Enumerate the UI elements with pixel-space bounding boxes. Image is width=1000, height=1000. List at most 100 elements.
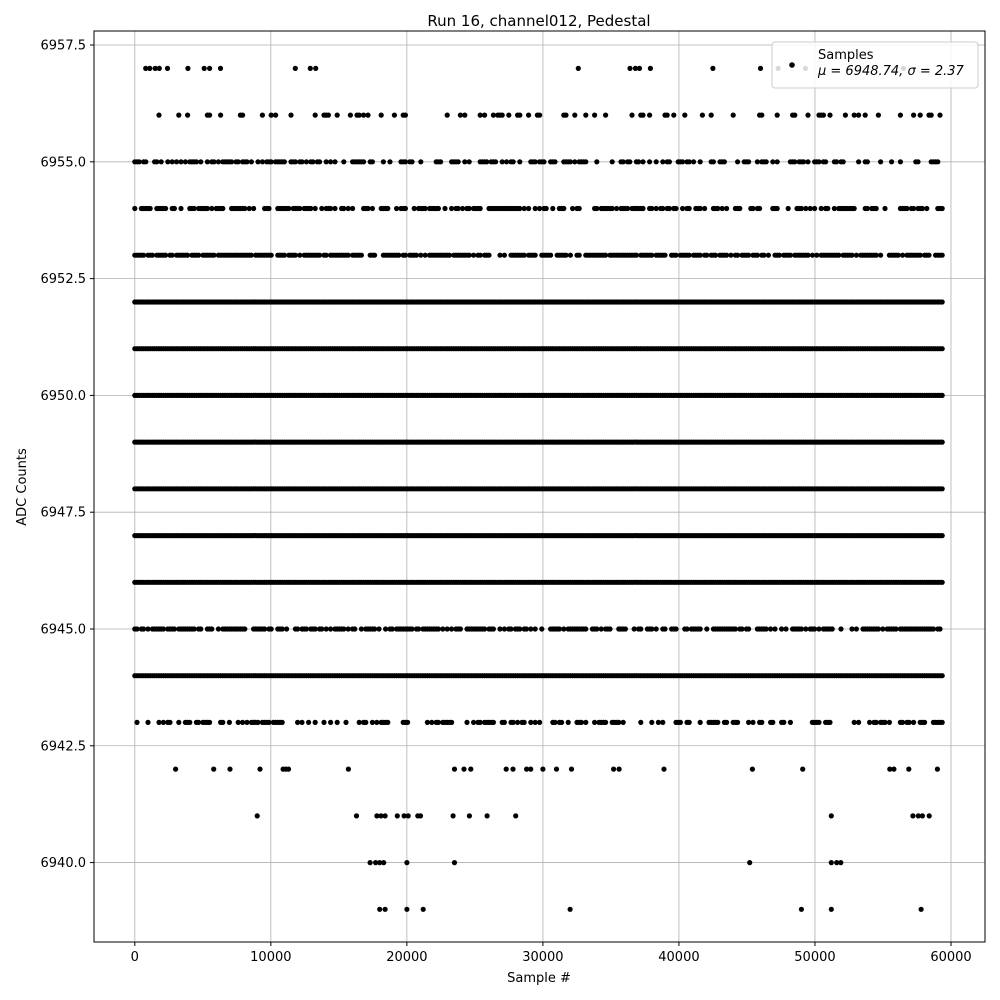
sample-point xyxy=(576,205,582,212)
sample-point xyxy=(583,626,589,632)
sample-point xyxy=(503,766,509,772)
sample-point xyxy=(765,252,772,258)
sample-point xyxy=(517,205,523,212)
sample-point xyxy=(226,719,232,726)
x-tick-label: 0 xyxy=(131,950,139,965)
sample-point xyxy=(754,159,761,165)
y-tick-label: 6945.0 xyxy=(41,622,87,637)
sample-point xyxy=(156,719,162,726)
sample-point xyxy=(141,252,147,258)
sample-point xyxy=(255,159,261,165)
sample-point xyxy=(805,159,811,165)
sample-point xyxy=(374,719,380,726)
sample-point xyxy=(248,252,254,258)
sample-point xyxy=(369,719,375,726)
sample-point xyxy=(603,252,609,258)
sample-point xyxy=(404,906,410,912)
sample-point xyxy=(515,719,521,726)
sample-point xyxy=(182,159,188,165)
sample-point xyxy=(486,252,492,258)
sample-point xyxy=(543,205,549,212)
sample-point xyxy=(444,112,450,118)
sample-point xyxy=(561,205,567,212)
sample-point xyxy=(897,112,904,118)
sample-point xyxy=(164,65,171,71)
sample-point xyxy=(466,813,472,819)
sample-point xyxy=(666,159,673,165)
sample-point xyxy=(732,626,739,632)
sample-point xyxy=(345,252,351,258)
sample-point xyxy=(787,252,794,258)
sample-point xyxy=(537,205,543,212)
sample-point xyxy=(939,205,945,212)
sample-point xyxy=(332,159,338,165)
y-tick-label: 6952.5 xyxy=(41,272,87,287)
sample-point xyxy=(917,112,923,118)
sample-point xyxy=(900,719,906,726)
sample-point xyxy=(625,205,631,212)
sample-point xyxy=(691,159,697,165)
sample-point xyxy=(893,626,899,632)
sample-point xyxy=(853,252,860,258)
sample-point xyxy=(680,205,686,212)
sample-point xyxy=(649,719,655,726)
sample-point xyxy=(332,205,338,212)
sample-point xyxy=(363,719,369,726)
sample-point xyxy=(570,205,576,212)
sample-point xyxy=(583,112,589,118)
sample-point xyxy=(906,766,912,772)
sample-point xyxy=(662,626,668,632)
sample-point xyxy=(328,719,334,726)
sample-point xyxy=(684,626,690,632)
sample-point xyxy=(728,252,734,258)
sample-point xyxy=(402,252,408,258)
sample-point xyxy=(856,159,862,165)
sample-point xyxy=(749,766,756,772)
sample-point xyxy=(739,626,745,632)
sample-point xyxy=(347,112,353,118)
sample-point xyxy=(268,252,274,258)
sample-point xyxy=(812,626,818,632)
sample-point xyxy=(887,766,893,772)
sample-point xyxy=(251,205,257,212)
sample-point xyxy=(382,813,388,819)
sample-point xyxy=(851,112,857,118)
sample-point xyxy=(171,205,177,212)
sample-point xyxy=(435,626,441,632)
sample-point xyxy=(143,65,149,71)
sample-point xyxy=(838,626,844,632)
sample-point xyxy=(191,205,197,212)
sample-point xyxy=(609,159,615,165)
sample-point xyxy=(919,813,926,819)
sample-point xyxy=(779,626,785,632)
sample-point xyxy=(704,252,710,258)
sample-point xyxy=(405,719,411,726)
sample-point xyxy=(713,252,719,258)
sample-point xyxy=(246,205,252,212)
sample-point xyxy=(506,112,512,118)
sample-point xyxy=(510,719,516,726)
sample-point xyxy=(922,719,928,726)
sample-point xyxy=(464,719,470,726)
sample-point xyxy=(575,65,581,71)
sample-point xyxy=(328,626,334,632)
sample-point xyxy=(528,626,534,632)
sample-point xyxy=(328,159,334,165)
sample-point xyxy=(307,65,313,71)
sample-point xyxy=(341,205,347,212)
x-axis-ticks: 0 10000 20000 30000 40000 50000 60000 xyxy=(131,942,972,965)
sample-point xyxy=(457,626,463,632)
sample-point xyxy=(449,626,455,632)
sample-point xyxy=(686,205,692,212)
sample-point xyxy=(466,252,472,258)
sample-point xyxy=(724,252,730,258)
sample-point xyxy=(541,159,547,165)
sample-point xyxy=(620,159,626,165)
sample-point xyxy=(897,159,904,165)
sample-point xyxy=(594,159,600,165)
sample-point xyxy=(724,719,730,726)
sample-point xyxy=(451,766,458,772)
sample-point xyxy=(411,205,417,212)
sample-point xyxy=(438,159,444,165)
sample-point xyxy=(937,112,943,118)
